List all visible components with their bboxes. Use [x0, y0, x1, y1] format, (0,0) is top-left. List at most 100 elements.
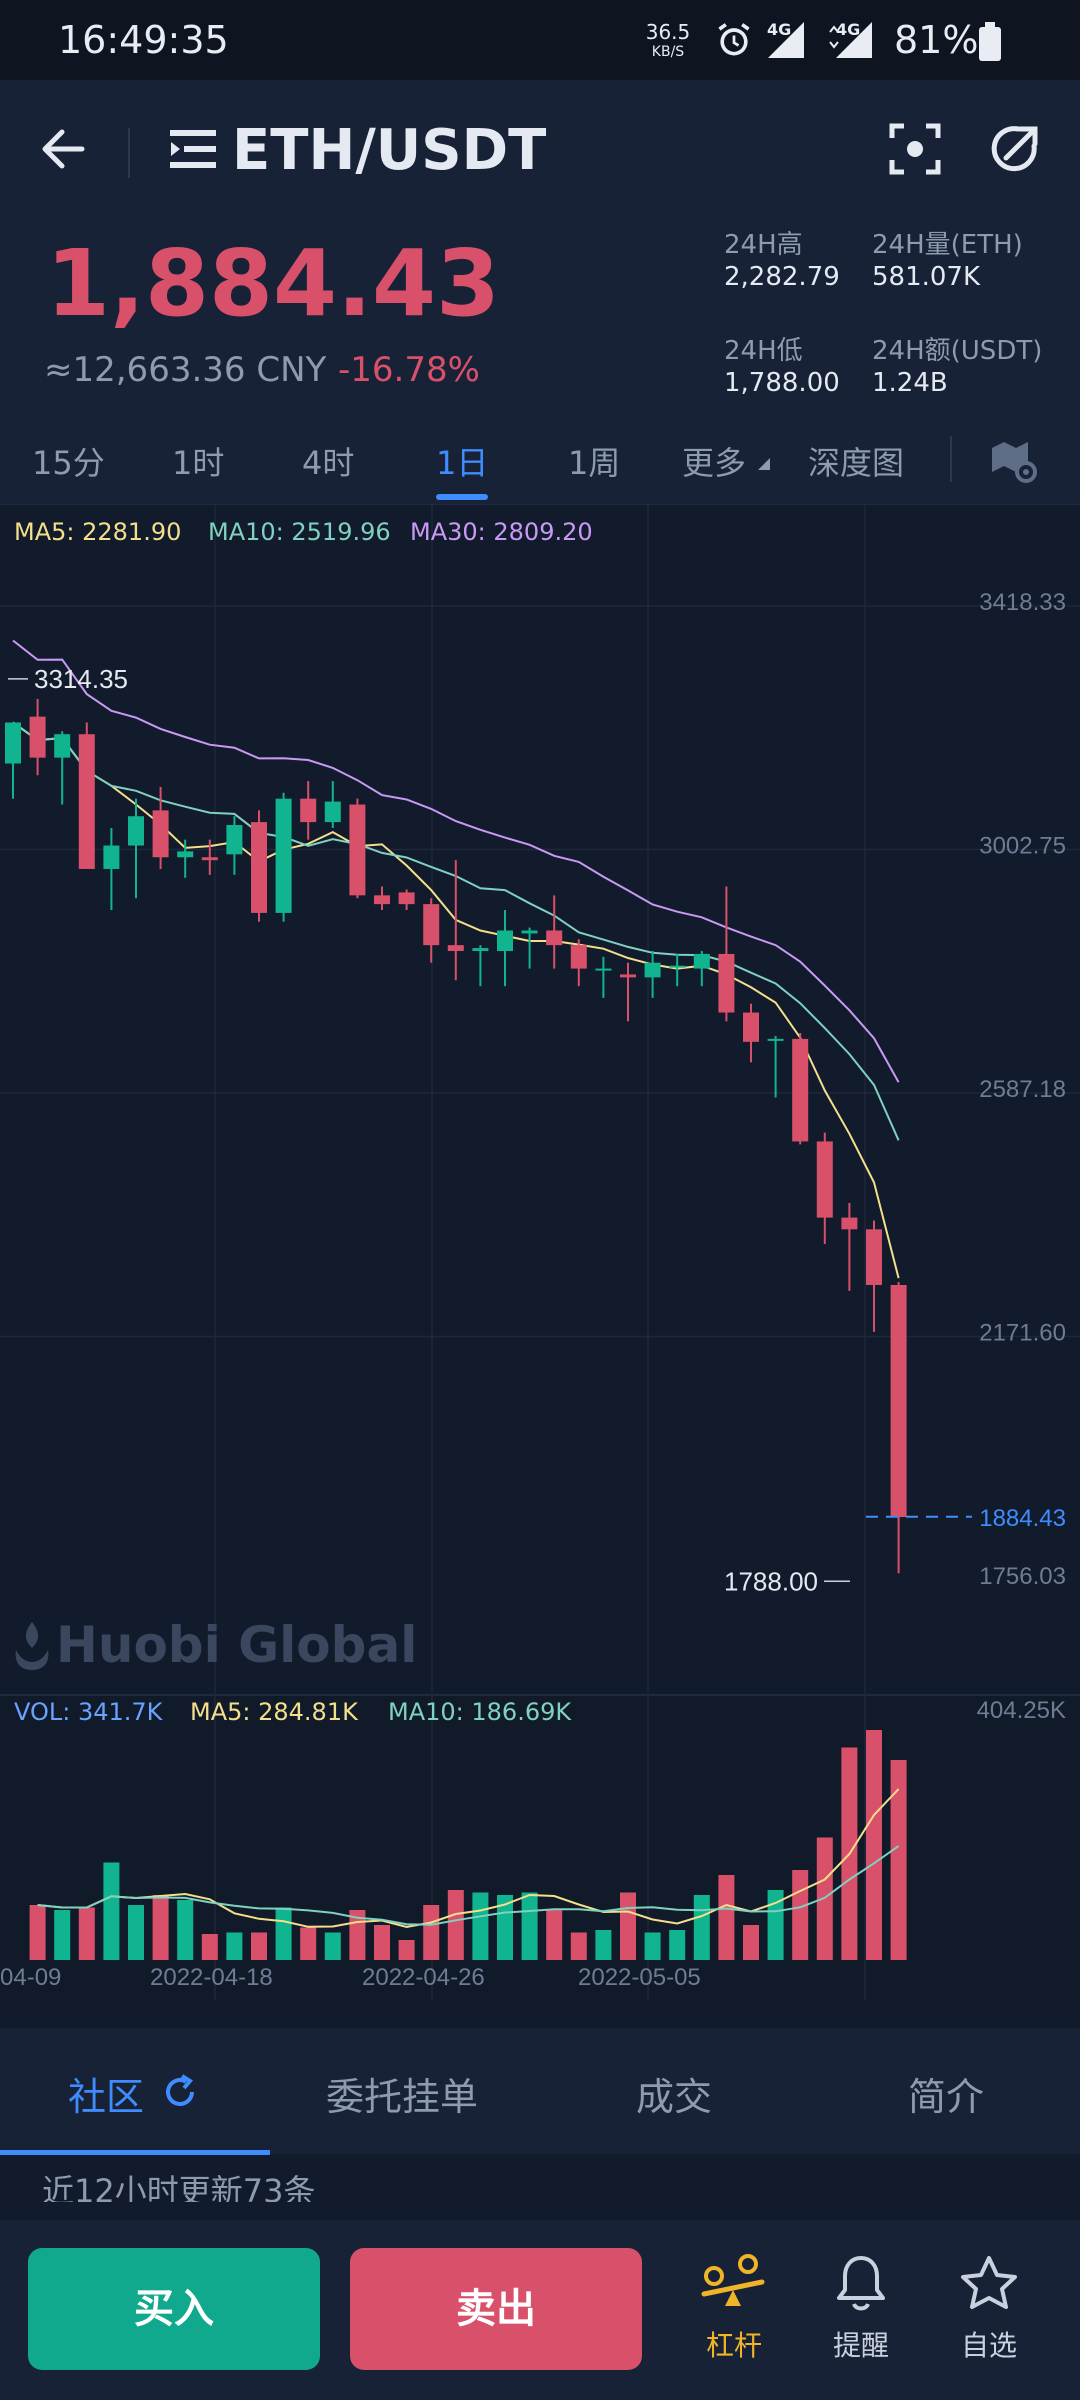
- volume-value: 581.07K: [872, 262, 981, 292]
- candle-body-18: [447, 945, 464, 952]
- volume-bar-9: [251, 1932, 267, 1960]
- signal-icon-2: [829, 22, 872, 58]
- candle-body-5: [128, 816, 144, 846]
- candle-body-20: [497, 930, 513, 952]
- candle-body-36: [890, 1284, 907, 1518]
- volume-bar-31: [792, 1870, 809, 1960]
- candle-body-22: [546, 930, 563, 946]
- high-label: 24H高: [724, 230, 803, 260]
- low-value: 1,788.00: [724, 368, 840, 398]
- tab-intro[interactable]: 简介: [908, 2075, 985, 2119]
- current-price-label: 1884.43: [979, 1505, 1066, 1532]
- alert-label[interactable]: 提醒: [832, 2329, 889, 2362]
- tab-community[interactable]: 社区: [68, 2075, 145, 2119]
- low-marker-label: 1788.00: [724, 1566, 818, 1596]
- volume-bar-30: [767, 1890, 784, 1960]
- candle-body-8: [201, 857, 218, 861]
- alarm-icon: [718, 23, 750, 56]
- refresh-icon[interactable]: [160, 2072, 200, 2112]
- volume-bar-35: [890, 1760, 907, 1960]
- community-update-note: 近12小时更新73条: [42, 2172, 316, 2202]
- buy-button[interactable]: 买入: [28, 2248, 320, 2370]
- tab-1w[interactable]: 1周: [568, 444, 621, 482]
- tab-open-orders[interactable]: 委托挂单: [326, 2075, 479, 2119]
- volume-bar-26: [669, 1930, 686, 1960]
- kline-svg[interactable]: 3418.33 3002.75 2587.18 2171.60 1756.03 3314.…: [0, 505, 1080, 2000]
- x-tick-label-0: 04-09: [0, 1964, 61, 1991]
- candle-body-15: [374, 895, 390, 905]
- menu-list-icon[interactable]: [168, 124, 220, 174]
- ma30-legend: MA30: 2809.20: [410, 518, 593, 546]
- volume-bar-5: [152, 1895, 169, 1960]
- triangle-down-icon: [758, 458, 770, 470]
- volume-bar-7: [201, 1934, 218, 1960]
- volume-bar-21: [546, 1910, 563, 1960]
- network-type-1: 4G: [767, 20, 792, 39]
- candle-body-16: [398, 892, 415, 905]
- sell-button[interactable]: 卖出: [350, 2248, 642, 2370]
- bottom-tab-indicator: [0, 2150, 270, 2155]
- ma5-legend: MA5: 2281.90: [14, 518, 182, 546]
- tab-trades[interactable]: 成交: [636, 2075, 713, 2119]
- watermark-text: Huobi Global: [56, 1616, 418, 1674]
- chart-settings-icon[interactable]: [990, 436, 1038, 484]
- volume-label: 24H量(ETH): [872, 230, 1023, 260]
- candle-body-4: [103, 845, 120, 869]
- network-type-2: 4G: [836, 20, 861, 39]
- ma10-legend: MA10: 2519.96: [208, 518, 391, 546]
- candle-body-17: [423, 904, 440, 946]
- y-tick-label-2: 2587.18: [979, 1076, 1066, 1103]
- pair-title[interactable]: ETH/USDT: [232, 118, 547, 183]
- volume-bar-29: [743, 1925, 759, 1960]
- header-divider: [128, 128, 130, 178]
- high-marker-label: 3314.35: [34, 664, 128, 694]
- screenshot-scan-icon[interactable]: [888, 122, 942, 176]
- candle-body-24: [595, 968, 612, 971]
- bell-icon[interactable]: [834, 2252, 888, 2314]
- star-icon[interactable]: [958, 2254, 1020, 2314]
- volume-bar-10: [275, 1907, 292, 1960]
- candle-body-34: [841, 1217, 858, 1230]
- status-time: 16:49:35: [58, 18, 229, 62]
- candle-body-30: [743, 1012, 759, 1042]
- candle-body-26: [644, 962, 661, 978]
- volume-bar-20: [521, 1892, 538, 1960]
- volume-bar-2: [78, 1907, 95, 1960]
- net-speed-unit: KB/S: [651, 44, 685, 60]
- x-tick-label-2: 2022-04-26: [362, 1964, 485, 1991]
- status-bar: 16:49:35 36.5 KB/S 4G 4G 81%: [0, 0, 1080, 80]
- candle-body-32: [792, 1038, 809, 1142]
- candle-body-10: [251, 822, 267, 913]
- tab-1d[interactable]: 1日: [436, 444, 489, 482]
- volume-bar-3: [103, 1862, 120, 1960]
- cny-price: ≈12,663.36 CNY: [44, 350, 327, 390]
- amount-value: 1.24B: [872, 368, 948, 398]
- x-tick-label-3: 2022-05-05: [578, 1964, 701, 1991]
- favorite-label[interactable]: 自选: [960, 2329, 1017, 2362]
- volume-bar-15: [398, 1940, 415, 1960]
- candle-body-7: [177, 851, 194, 858]
- kline-chart[interactable]: 3418.33 3002.75 2587.18 2171.60 1756.03 3314.…: [0, 505, 1080, 2000]
- back-arrow-icon[interactable]: [38, 124, 88, 174]
- y-tick-label-1: 3002.75: [979, 833, 1066, 860]
- leverage-label[interactable]: 杠杆: [705, 2329, 762, 2362]
- interval-tabs: [0, 410, 1080, 505]
- ma30-line: [12, 639, 900, 1083]
- huobi-logo-icon: [15, 1622, 49, 1670]
- tab-1h[interactable]: 1时: [172, 444, 225, 482]
- share-icon[interactable]: [988, 122, 1042, 176]
- ticker-panel: [0, 220, 1080, 410]
- candle-body-1: [29, 716, 46, 758]
- leverage-icon[interactable]: [700, 2254, 766, 2314]
- tab-more[interactable]: 更多: [682, 444, 747, 482]
- tab-depth-chart[interactable]: 深度图: [808, 444, 905, 482]
- tab-4h[interactable]: 4时: [302, 444, 355, 482]
- volume-bar-25: [644, 1932, 661, 1960]
- tab-15m[interactable]: 15分: [32, 444, 105, 482]
- volume-bar-16: [423, 1905, 440, 1960]
- volume-bar-0: [29, 1905, 46, 1960]
- volume-bar-8: [226, 1932, 243, 1960]
- candle-body-13: [324, 801, 341, 823]
- last-price: 1,884.43: [46, 230, 500, 337]
- tab-separator: [950, 436, 952, 482]
